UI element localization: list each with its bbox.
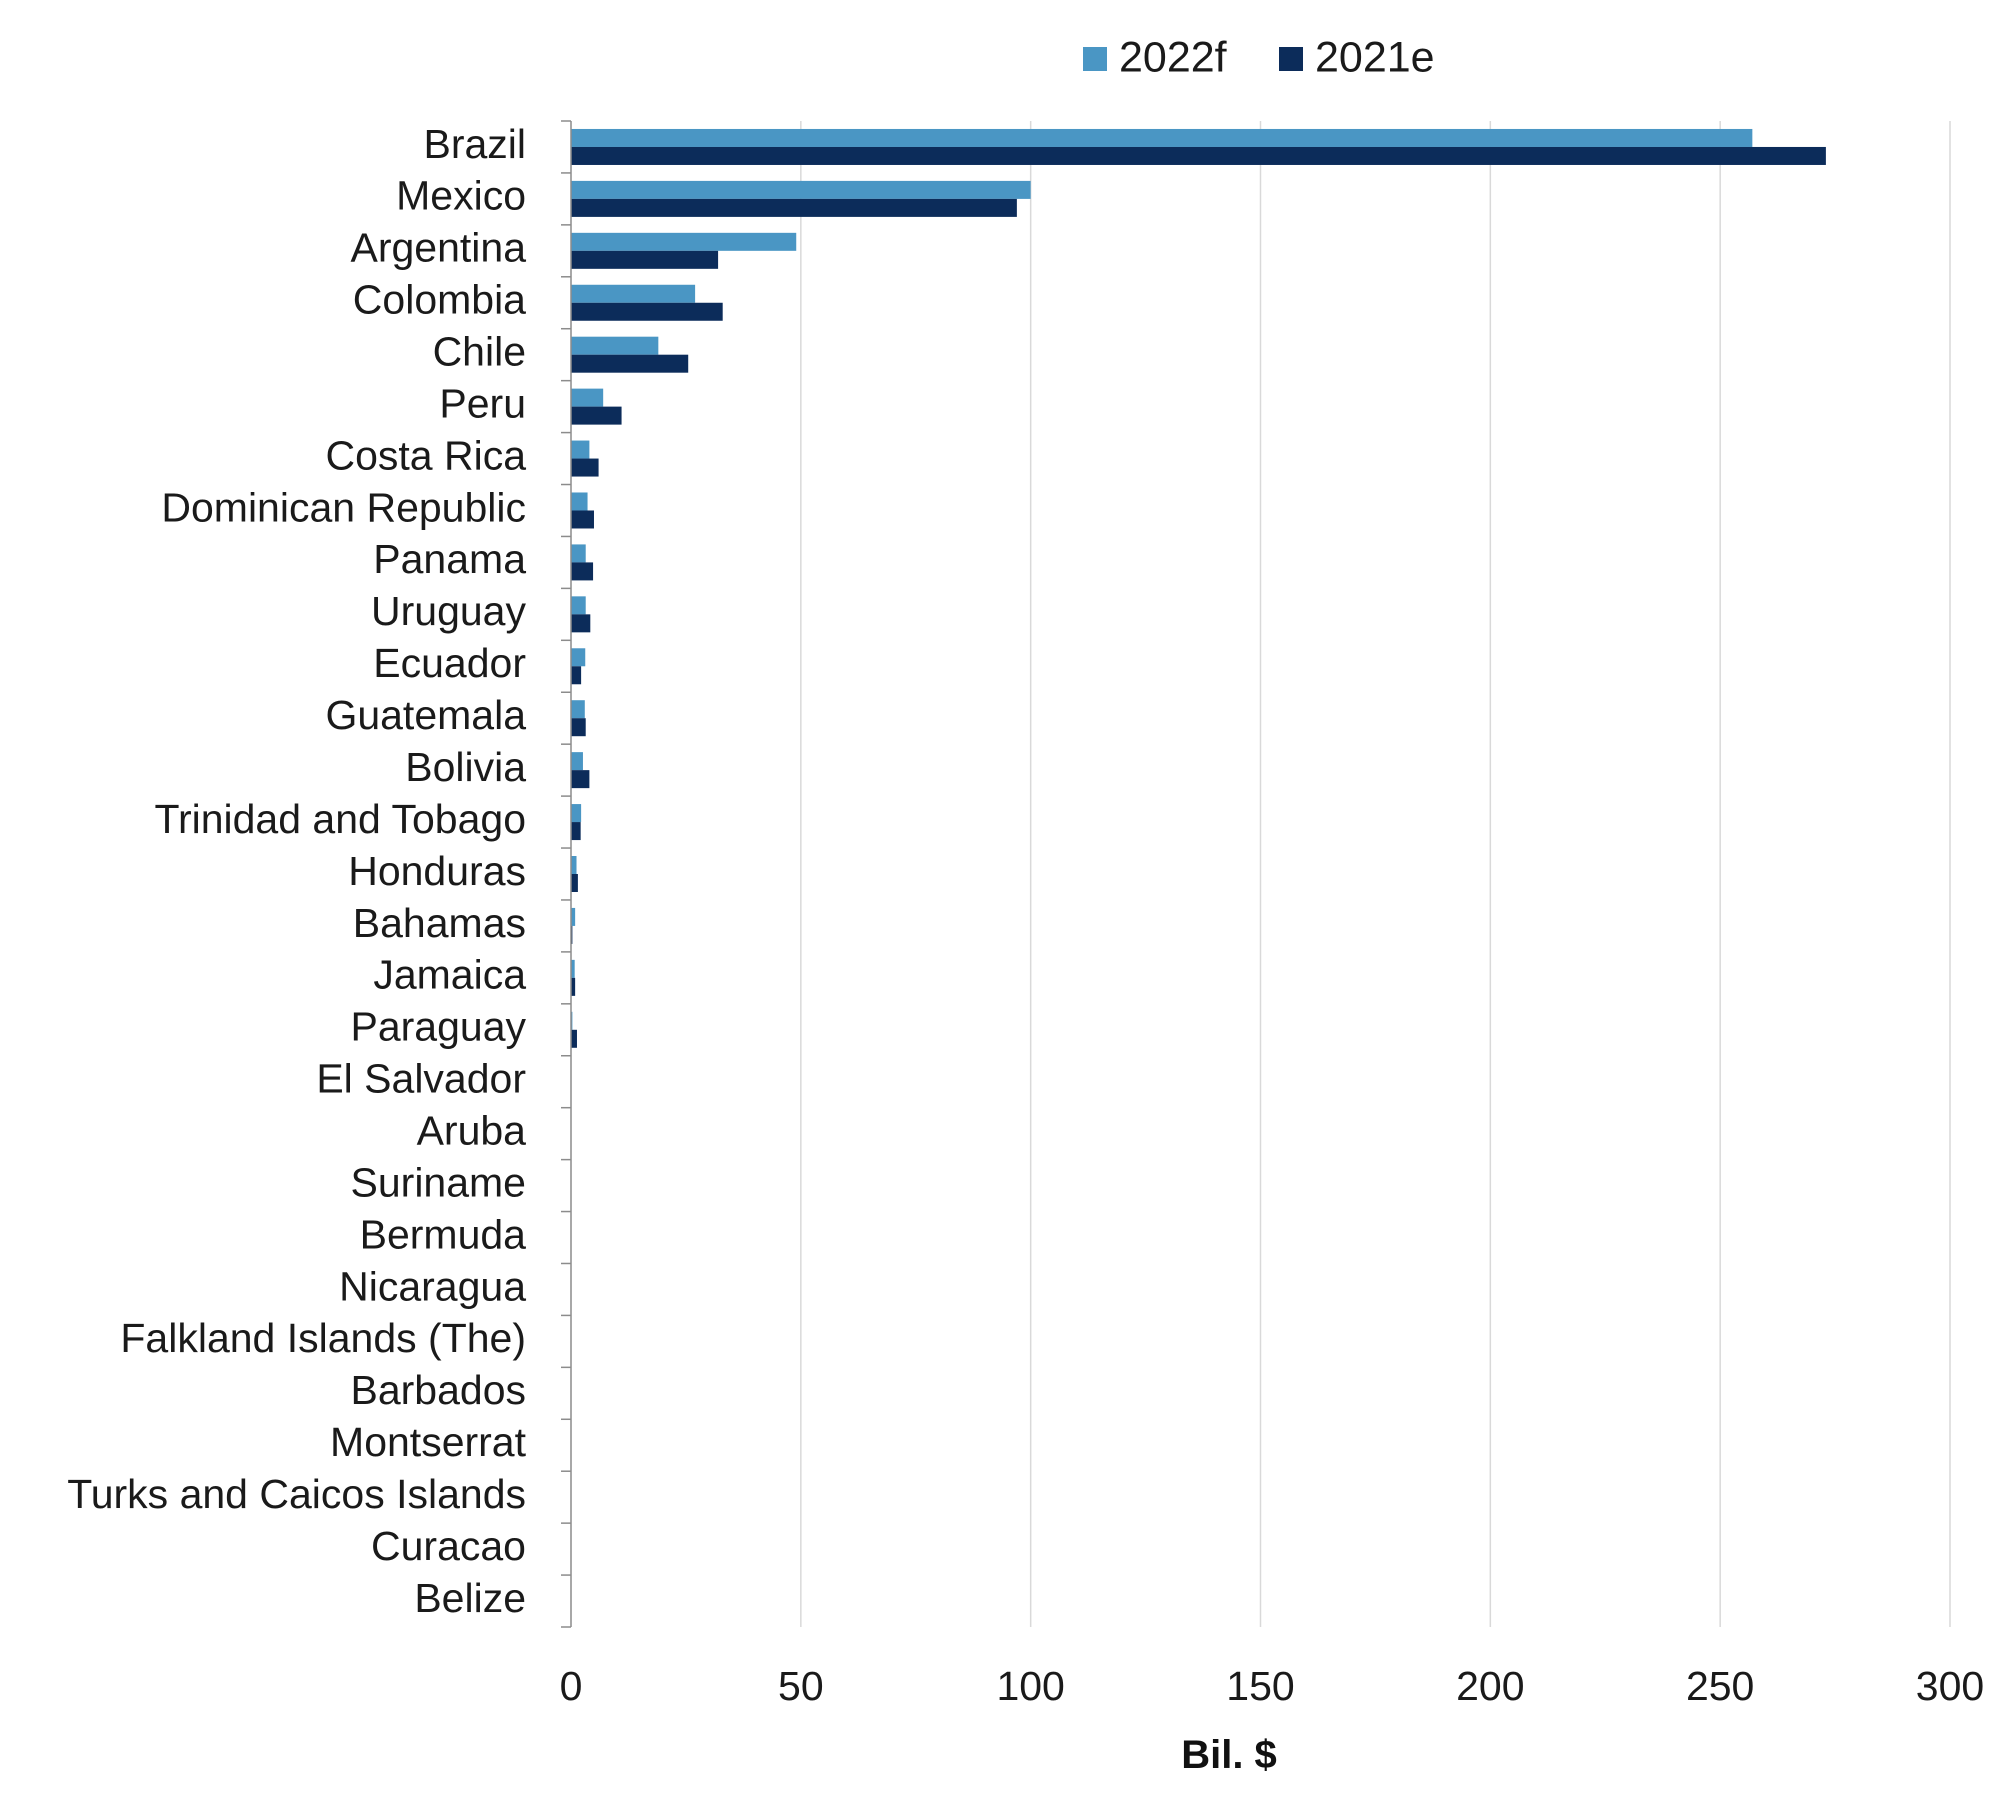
- bar-2022f-brazil: [571, 128, 1753, 147]
- bar-2021e-dominican-republic: [571, 510, 594, 529]
- x-axis-title: Bil. $: [1181, 1733, 1277, 1777]
- legend-label: 2021e: [1315, 33, 1435, 81]
- bar-2021e-mexico: [571, 198, 1017, 217]
- category-label: Belize: [414, 1575, 526, 1621]
- bar-2021e-bolivia: [571, 770, 590, 789]
- bar-2021e-chile: [571, 354, 689, 373]
- bar-2021e-jamaica: [571, 977, 576, 996]
- grid-lines: [800, 121, 1951, 1627]
- bar-2022f-dominican-republic: [571, 492, 588, 511]
- bar-2021e-uruguay: [571, 614, 591, 633]
- category-label: Aruba: [417, 1107, 527, 1153]
- bar-2021e-paraguay: [571, 1029, 577, 1048]
- category-label: Peru: [439, 380, 526, 426]
- category-label: Uruguay: [371, 588, 526, 634]
- bar-2022f-costa-rica: [571, 440, 590, 459]
- category-label: Bahamas: [353, 900, 526, 946]
- x-tick-label: 300: [1916, 1663, 1984, 1709]
- bar-2022f-honduras: [571, 856, 577, 874]
- axes: [561, 120, 572, 1628]
- category-label: Guatemala: [325, 692, 526, 738]
- bar-2022f-argentina: [571, 232, 797, 251]
- bar-2021e-guatemala: [571, 718, 586, 737]
- x-tick-label: 50: [778, 1663, 824, 1709]
- category-label: El Salvador: [316, 1056, 526, 1102]
- category-label: Falkland Islands (The): [120, 1315, 526, 1361]
- bar-2022f-uruguay: [571, 596, 586, 615]
- bar-2022f-ecuador: [571, 648, 586, 667]
- legend-swatch: [1083, 47, 1107, 71]
- category-label: Paraguay: [350, 1004, 526, 1050]
- category-label: Bolivia: [405, 744, 526, 790]
- bar-2022f-panama: [571, 544, 586, 563]
- bar-2022f-chile: [571, 336, 659, 355]
- bar-2022f-guatemala: [571, 700, 585, 719]
- bar-2022f-peru: [571, 388, 604, 407]
- bar-2022f-bahamas: [571, 907, 576, 926]
- x-tick-label: 250: [1686, 1663, 1754, 1709]
- legend-label: 2022f: [1119, 33, 1228, 81]
- category-label: Montserrat: [330, 1419, 527, 1465]
- category-label: Brazil: [423, 121, 526, 167]
- bar-2021e-costa-rica: [571, 458, 599, 477]
- category-label: Chile: [433, 329, 526, 375]
- category-label: Curacao: [371, 1523, 526, 1569]
- category-label: Mexico: [396, 173, 526, 219]
- x-tick-label: 200: [1456, 1663, 1524, 1709]
- legend: 2022f 2021e: [1083, 33, 1435, 81]
- bar-2021e-ecuador: [571, 666, 582, 685]
- bar-2021e-honduras: [571, 874, 578, 892]
- category-label: Dominican Republic: [161, 484, 526, 530]
- bar-2021e-brazil: [571, 146, 1826, 165]
- category-label: Trinidad and Tobago: [154, 796, 526, 842]
- x-tick-label: 100: [996, 1663, 1064, 1709]
- legend-swatch: [1279, 47, 1303, 71]
- bar-2021e-colombia: [571, 302, 723, 321]
- category-label: Colombia: [353, 277, 526, 323]
- x-tick-label: 150: [1226, 1663, 1294, 1709]
- category-label: Turks and Caicos Islands: [67, 1471, 526, 1517]
- category-labels: Brazil Mexico Argentina Colombia Chile Peru Co…: [67, 121, 526, 1621]
- bar-2021e-panama: [571, 562, 594, 581]
- category-label: Nicaragua: [339, 1263, 526, 1309]
- bar-2022f-colombia: [571, 284, 696, 303]
- bar-2022f-bolivia: [571, 752, 583, 771]
- category-label: Panama: [373, 536, 526, 582]
- x-tick-label: 0: [560, 1663, 583, 1709]
- bars: [571, 128, 1826, 1620]
- category-label: Suriname: [351, 1159, 526, 1205]
- category-label: Ecuador: [373, 640, 526, 686]
- x-tick-labels: 0 50 100 150 200 250 300: [560, 1663, 1985, 1709]
- category-label: Argentina: [350, 225, 526, 271]
- bar-2022f-trinidad-and-tobago: [571, 804, 582, 823]
- bar-2022f-jamaica: [571, 959, 575, 978]
- bar-2021e-argentina: [571, 250, 719, 269]
- bar-2021e-trinidad-and-tobago: [571, 822, 581, 841]
- category-label: Jamaica: [373, 952, 526, 998]
- bar-2021e-peru: [571, 406, 622, 425]
- category-label: Bermuda: [360, 1211, 527, 1257]
- bar-2022f-mexico: [571, 180, 1031, 199]
- category-label: Costa Rica: [325, 432, 526, 478]
- category-label: Honduras: [348, 848, 526, 894]
- category-label: Barbados: [350, 1367, 526, 1413]
